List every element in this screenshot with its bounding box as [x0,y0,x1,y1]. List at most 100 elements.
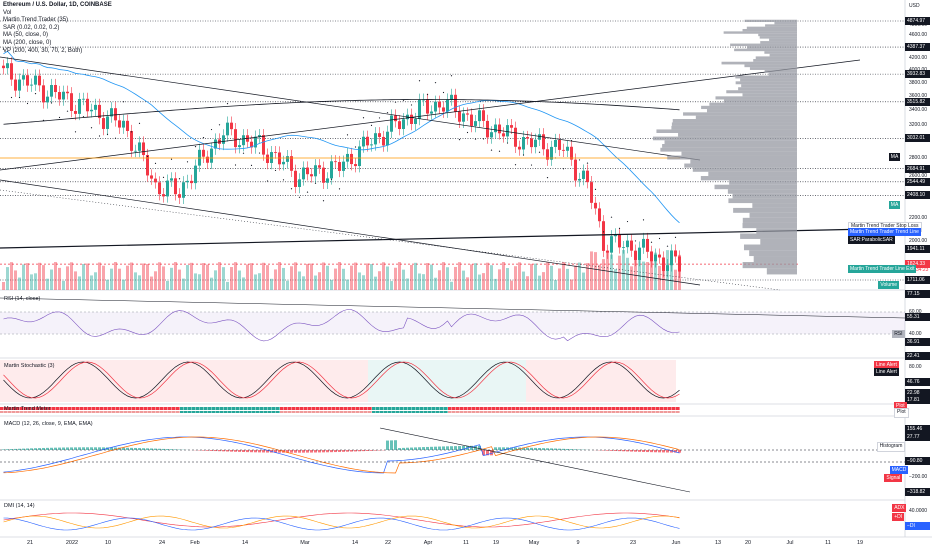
rsi-tag[interactable]: RSI [892,330,905,338]
legend-sar[interactable]: SAR (0.02, 0.02, 0.2) [3,24,60,31]
stoch-tag[interactable]: 22.98 [905,389,930,397]
macd-tag[interactable]: 155.46 [905,425,930,433]
time-axis-label[interactable]: 11 [463,540,469,546]
time-axis-label[interactable]: 9 [576,540,580,546]
macd-tag[interactable]: −318.82 [905,488,930,496]
time-axis-label[interactable]: 13 [714,540,722,546]
dmi-axis-label[interactable]: 40.0000 [909,508,928,514]
time-axis-label[interactable]: 14 [241,540,249,546]
price-axis-label[interactable]: 3600.00 [909,92,928,99]
macd-tag[interactable]: Histogram [876,442,906,452]
time-axis-label[interactable]: 21 [26,540,34,546]
legend-volume-profile[interactable]: VP (200, 400, 30, 70, 2, Both) [3,47,83,54]
time-axis-label[interactable]: 22 [384,540,392,546]
legend-volume[interactable]: Vol [3,9,12,16]
macd-histogram-bar [62,447,65,450]
time-axis-label[interactable]: 23 [629,540,637,546]
time-axis-label[interactable]: 20 [744,540,752,546]
indicator-tag[interactable]: Volume [878,281,900,289]
indicator-tag[interactable]: Martin Trend Trader Trend Line [848,228,921,236]
trend-meter-bar-lower [140,411,144,413]
rsi-tag[interactable]: 77.15 [905,290,930,298]
macd-histogram-bar [650,450,653,453]
stoch-tag[interactable]: 22.41 [905,352,930,360]
trend-meter-tag[interactable]: Plot [894,402,907,410]
macd-histogram-bar [214,450,217,452]
candle-body [130,130,133,151]
price-axis-label[interactable]: 2000.00 [909,238,928,245]
price-axis-label[interactable]: 3400.00 [909,107,928,114]
legend-ma50[interactable]: MA (50, close, 0) [3,32,49,39]
time-axis-label[interactable]: Jun [671,540,681,546]
indicator-tag[interactable]: MA [888,153,901,161]
price-axis-label[interactable]: 2200.00 [909,214,928,221]
stoch-tag[interactable]: Line Alert [874,368,899,376]
currency-label[interactable]: USD [909,3,920,9]
price-tag[interactable]: 3515.82 [905,97,930,106]
indicator-tag[interactable]: MA [888,201,901,209]
time-axis-label[interactable]: Jul [786,540,794,546]
stoch-tag[interactable]: 46.76 [905,378,930,386]
price-tag[interactable]: 2684.91 [905,164,930,173]
indicator-tag[interactable]: SAR:ParabolicSAR [848,236,895,244]
price-axis-label[interactable]: 2600.00 [909,173,928,180]
rsi-tag[interactable]: 55.31 [905,313,930,321]
time-axis-label[interactable]: 11 [825,540,831,546]
dmi-tag[interactable]: +DI [892,513,905,521]
macd-tag[interactable]: MACD [889,466,909,474]
rsi-tag[interactable]: 36.91 [905,338,930,346]
price-axis-label[interactable]: 4600.00 [909,32,928,39]
price-tag[interactable]: 1711.06 [905,276,930,284]
macd-axis-label[interactable]: −200.00 [909,474,928,480]
trend-meter-legend[interactable]: Martin Trend Meter [4,406,51,412]
dmi-tag[interactable]: −DI [905,522,930,530]
time-axis-label[interactable]: 19 [492,540,500,546]
time-axis-label[interactable]: Apr [423,540,433,546]
price-tag[interactable]: 1941.11 [905,244,930,253]
indicator-tag[interactable]: Martin Trend Trader Line Exit [848,265,917,273]
time-axis-label[interactable]: 24 [158,540,166,546]
volume-bar [10,262,13,290]
trend-meter-tag[interactable]: Plot [894,408,909,418]
price-axis-label[interactable]: 3200.00 [909,122,928,129]
stoch-tag[interactable]: Line Alert [874,361,899,369]
price-tag[interactable]: 2408.10 [905,191,930,200]
price-tag[interactable]: 4874.97 [905,17,930,25]
price-axis-label[interactable]: 4200.00 [909,54,928,61]
stoch-axis-label[interactable]: 80.00 [909,364,922,370]
countdown-label[interactable]: 05:34:23 [909,267,929,274]
macd-tag[interactable]: −90.80 [905,457,930,465]
price-tag[interactable]: 1824.33 [905,260,930,269]
price-axis-label[interactable]: 3800.00 [909,79,928,86]
price-tag[interactable]: 3032.01 [905,134,930,143]
dmi-tag[interactable]: ADX [892,504,907,512]
rsi-axis-label[interactable]: 60.00 [909,309,922,315]
volume-profile-bar [768,72,797,76]
price-tag[interactable]: 4387.37 [905,43,930,52]
time-axis-label[interactable]: May [528,540,540,546]
price-axis-label[interactable]: 4000.00 [909,67,927,73]
legend-martin-trend-trader[interactable]: Martin Trend Trader (35) [3,17,69,24]
price-axis-label[interactable]: 2800.00 [909,155,928,162]
rsi-legend[interactable]: RSI (14, close) [4,296,41,302]
rsi-axis-label[interactable]: 40.00 [909,331,922,337]
time-axis-label[interactable]: 10 [104,540,112,546]
stoch-legend[interactable]: Martin Stochastic (3) [4,363,55,369]
macd-legend[interactable]: MACD (12, 26, close, 9, EMA, EMA) [4,421,93,427]
candle-body [550,146,553,160]
time-axis-label[interactable]: 19 [856,540,864,546]
time-axis-label[interactable]: 2022 [65,540,79,546]
stoch-tag[interactable]: 17.81 [905,396,930,404]
trend-meter-bar-lower [64,411,68,413]
macd-tag[interactable]: 27.77 [905,433,930,441]
time-axis-label[interactable]: Feb [190,540,200,546]
macd-tag[interactable]: Signal [884,474,903,482]
symbol-title[interactable]: Ethereum / U.S. Dollar, 1D, COINBASE [3,2,112,8]
price-tag[interactable]: 2544.49 [905,177,930,186]
dmi-legend[interactable]: DMI (14, 14) [4,503,35,509]
time-axis-label[interactable]: Mar [300,540,310,546]
price-tag[interactable]: 3932.83 [905,70,930,79]
legend-ma200[interactable]: MA (200, close, 0) [3,39,52,46]
time-axis-label[interactable]: 14 [351,540,359,546]
